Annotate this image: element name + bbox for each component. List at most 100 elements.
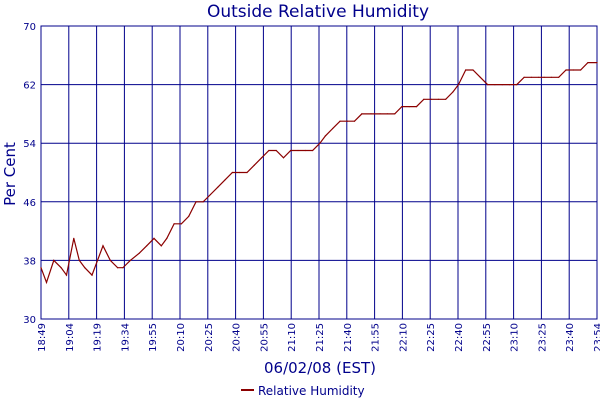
data-point — [268, 149, 270, 152]
data-point — [501, 84, 503, 86]
x-tick-label: 20:40 — [232, 323, 243, 352]
data-point — [73, 237, 75, 239]
data-point — [487, 84, 489, 86]
data-point — [195, 201, 197, 203]
y-tick-label: 62 — [23, 81, 36, 92]
x-tick-label: 19:19 — [93, 323, 104, 352]
data-point — [312, 149, 314, 152]
data-point — [290, 149, 292, 152]
data-point — [102, 245, 104, 247]
x-tick-label: 21:40 — [343, 323, 354, 352]
data-point — [394, 113, 396, 115]
x-tick-label: 20:55 — [259, 323, 270, 352]
x-tick-label: 21:10 — [287, 323, 298, 352]
data-point — [180, 223, 182, 225]
data-point — [572, 69, 574, 71]
data-point — [580, 69, 582, 71]
data-point — [246, 171, 248, 174]
y-tick-label: 30 — [23, 315, 36, 326]
x-tick-label: 20:25 — [204, 323, 215, 352]
data-point — [596, 62, 598, 64]
data-point — [188, 215, 190, 217]
data-point — [138, 252, 140, 254]
y-tick-label: 38 — [23, 256, 36, 267]
data-point — [45, 281, 48, 283]
data-point — [91, 274, 93, 276]
data-point — [53, 259, 55, 261]
data-point — [494, 84, 496, 86]
data-point — [40, 267, 42, 269]
data-point — [239, 171, 241, 174]
x-tick-label: 22:40 — [454, 323, 465, 352]
data-point — [523, 76, 525, 78]
data-point — [565, 69, 567, 71]
data-point — [65, 274, 68, 276]
x-tick-label: 19:04 — [65, 323, 76, 352]
y-tick-label: 70 — [23, 22, 36, 33]
data-point — [122, 267, 124, 269]
data-point — [153, 237, 155, 239]
data-point — [253, 164, 255, 166]
legend-label: Relative Humidity — [258, 384, 365, 398]
data-point — [224, 179, 226, 181]
grid — [40, 25, 598, 320]
data-point — [60, 267, 62, 269]
data-point — [423, 98, 425, 100]
data-point — [339, 120, 341, 122]
data-point — [324, 135, 326, 137]
data-point — [472, 69, 474, 71]
data-point — [437, 98, 439, 100]
x-tick-labels: 18:49 19:04 19:19 19:34 19:55 20:10 20:25 20:40… — [37, 323, 600, 352]
data-point — [209, 193, 212, 196]
data-point — [346, 120, 348, 122]
data-point — [353, 120, 356, 122]
data-point — [452, 91, 454, 93]
data-point — [408, 106, 410, 108]
y-tick-label: 46 — [23, 198, 36, 209]
data-point — [202, 201, 204, 203]
data-point — [117, 267, 119, 269]
data-point — [275, 149, 277, 152]
data-point — [479, 76, 481, 78]
y-tick-label: 54 — [23, 139, 36, 150]
data-point — [173, 223, 175, 225]
y-axis-label: Per Cent — [1, 142, 19, 206]
data-point — [129, 259, 131, 261]
x-tick-label: 21:25 — [315, 323, 326, 352]
x-tick-label: 19:55 — [148, 323, 159, 352]
x-tick-label: 23:54 — [593, 323, 600, 352]
data-point — [304, 149, 306, 152]
data-point — [146, 245, 148, 247]
x-tick-label: 23:40 — [565, 323, 576, 352]
data-point — [550, 76, 553, 78]
data-point — [319, 142, 321, 144]
data-point — [508, 84, 511, 86]
x-tick-label: 22:55 — [482, 323, 493, 352]
data-point — [379, 113, 381, 115]
data-point — [84, 267, 86, 269]
x-tick-label: 23:25 — [537, 323, 548, 352]
data-point — [297, 149, 299, 152]
data-point — [332, 127, 334, 130]
data-point — [587, 62, 589, 64]
data-point — [516, 84, 518, 86]
x-tick-label: 22:10 — [398, 323, 409, 352]
data-point — [361, 113, 363, 115]
data-point — [401, 106, 403, 108]
data-point — [370, 113, 372, 115]
chart-title: Outside Relative Humidity — [207, 2, 429, 22]
x-tick-label: 20:10 — [176, 323, 187, 352]
data-point — [415, 106, 418, 108]
data-point — [386, 113, 388, 115]
data-point — [530, 76, 533, 78]
x-tick-label: 18:49 — [37, 323, 48, 352]
data-point — [445, 98, 447, 100]
data-point — [430, 98, 432, 100]
data-point — [217, 186, 219, 188]
legend: Relative Humidity — [241, 384, 365, 398]
data-point — [282, 157, 285, 159]
y-tick-labels: 30 38 46 54 62 70 — [23, 22, 36, 326]
data-point — [160, 245, 162, 247]
x-tick-label: 23:10 — [510, 323, 521, 352]
